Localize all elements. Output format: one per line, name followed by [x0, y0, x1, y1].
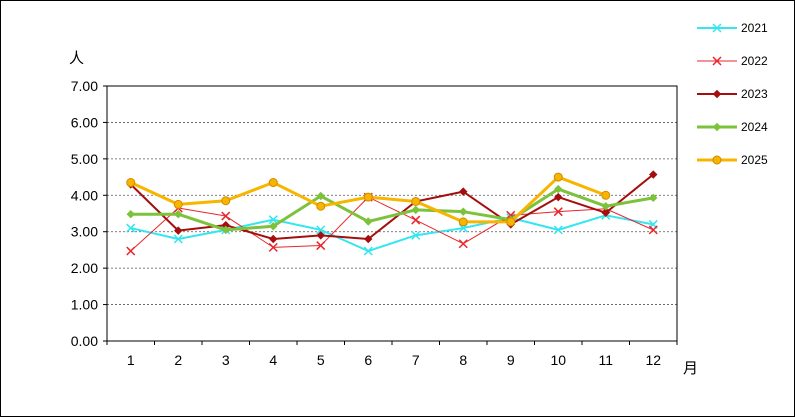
legend-label: 2022	[741, 54, 768, 68]
x-tick-label: 2	[174, 352, 182, 368]
y-tick-label: 6.00	[71, 114, 98, 130]
data-point	[458, 217, 468, 227]
data-point	[126, 178, 136, 188]
legend-item: 2023	[697, 87, 768, 101]
data-point	[173, 199, 183, 209]
data-point	[316, 241, 326, 251]
y-tick-label: 4.00	[71, 187, 98, 203]
x-axis-ticks: 1 2 3 4 5 6 7 8 9 10 11 12	[106, 341, 678, 368]
legend-marker	[712, 89, 722, 99]
series-line	[130, 214, 654, 253]
data-point	[173, 234, 183, 244]
y-tick-label: 7.00	[71, 78, 98, 94]
x-tick-label: 6	[364, 352, 372, 368]
data-point	[221, 225, 230, 235]
legend-marker	[712, 23, 722, 33]
data-point	[268, 215, 278, 225]
data-point	[364, 217, 373, 226]
data-point	[601, 190, 611, 200]
data-point	[268, 242, 278, 252]
data-point	[601, 208, 610, 217]
series-lines	[126, 170, 658, 256]
data-point	[126, 223, 136, 233]
data-point	[269, 234, 278, 244]
data-point	[601, 202, 610, 211]
x-tick-label: 5	[317, 352, 325, 368]
data-point	[221, 196, 231, 206]
legend-item: 2025	[697, 153, 768, 167]
legend-item: 2024	[697, 120, 768, 134]
legend-item: 2022	[697, 54, 768, 68]
data-point	[126, 210, 135, 219]
x-tick-label: 3	[222, 352, 230, 368]
data-point	[554, 184, 563, 194]
x-tick-label: 4	[269, 352, 277, 368]
legend-label: 2025	[741, 153, 768, 167]
legend-label: 2023	[741, 87, 768, 101]
series-2025	[126, 172, 611, 227]
data-point	[506, 217, 516, 227]
data-point	[316, 191, 325, 201]
data-point	[411, 205, 420, 215]
y-tick-label: 1.00	[71, 297, 98, 313]
legend-item: 2021	[697, 21, 768, 35]
x-axis-unit-label: 月	[683, 359, 698, 377]
data-point	[126, 246, 136, 256]
x-tick-label: 11	[598, 352, 613, 368]
x-tick-label: 12	[645, 352, 661, 368]
y-axis-unit-label: 人	[69, 49, 84, 67]
data-point	[459, 207, 468, 216]
x-tick-label: 1	[127, 352, 135, 368]
y-tick-label: 2.00	[71, 260, 98, 276]
series-line	[130, 196, 654, 252]
data-point	[363, 246, 373, 256]
data-point	[649, 170, 658, 179]
series-2024	[126, 184, 658, 235]
y-axis-ticks: 0.00 1.00 2.00 3.00 4.00 5.00 6.00 7.00	[71, 78, 107, 349]
data-point	[554, 192, 563, 202]
data-point	[174, 226, 183, 235]
x-tick-label: 8	[459, 352, 467, 368]
data-point	[459, 187, 468, 196]
series-line	[130, 187, 654, 232]
legend-marker	[712, 56, 722, 66]
data-point	[316, 231, 325, 240]
data-point	[411, 230, 421, 240]
data-point	[553, 225, 563, 235]
data-point	[316, 225, 326, 235]
data-point	[268, 178, 278, 188]
x-tick-label: 10	[550, 352, 566, 368]
grid-lines	[107, 122, 677, 305]
series-2021	[126, 210, 658, 256]
legend-marker	[712, 155, 722, 165]
data-point	[411, 196, 421, 206]
data-point	[411, 215, 421, 225]
data-point	[221, 211, 231, 221]
y-tick-label: 0.00	[71, 333, 98, 349]
y-tick-label: 5.00	[71, 151, 98, 167]
data-point	[269, 222, 278, 231]
x-tick-label: 9	[507, 352, 515, 368]
y-tick-label: 3.00	[71, 224, 98, 240]
data-point	[316, 201, 326, 211]
legend-label: 2024	[741, 120, 768, 134]
x-tick-label: 7	[412, 352, 420, 368]
data-point	[649, 193, 658, 203]
data-point	[553, 207, 563, 217]
legend: 2021 2022 2023 2024 2025	[697, 21, 768, 167]
data-point	[458, 239, 468, 249]
data-point	[648, 225, 658, 235]
data-point	[364, 234, 373, 244]
legend-marker	[712, 122, 722, 132]
data-point	[553, 172, 563, 182]
legend-label: 2021	[741, 21, 768, 35]
data-point	[363, 192, 373, 202]
plot-area	[106, 85, 678, 342]
data-point	[174, 210, 183, 219]
